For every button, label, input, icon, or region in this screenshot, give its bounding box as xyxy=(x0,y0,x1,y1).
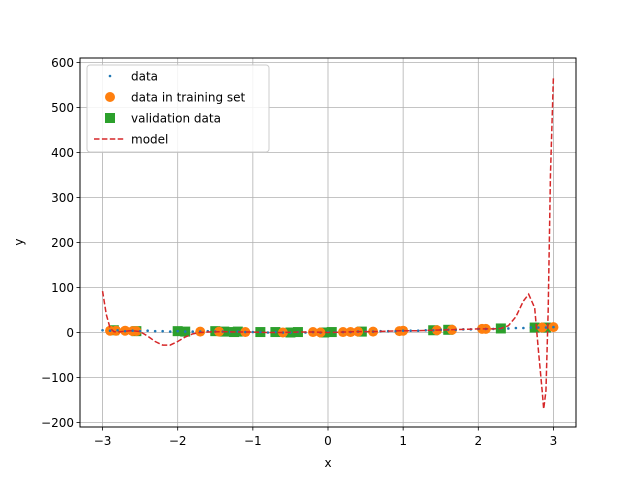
data-point xyxy=(409,329,412,333)
data-point xyxy=(259,330,262,334)
x-tick-label: −3 xyxy=(94,434,112,448)
x-tick-label: 2 xyxy=(474,434,482,448)
data-point xyxy=(131,329,134,333)
data-point xyxy=(168,330,172,333)
x-tick-label: −2 xyxy=(169,434,187,448)
data-point xyxy=(266,331,270,334)
data-point xyxy=(153,329,157,333)
plot-area xyxy=(101,75,559,410)
data-point xyxy=(552,325,555,329)
model-line xyxy=(101,75,555,410)
y-axis-label: y xyxy=(12,238,26,245)
legend-marker-training xyxy=(105,92,115,102)
data-point xyxy=(416,329,420,333)
data-point xyxy=(161,329,164,333)
data-point xyxy=(251,330,255,334)
y-tick-label: 200 xyxy=(51,236,74,250)
y-tick-label: −200 xyxy=(41,416,74,430)
legend-label-validation: validation data xyxy=(131,112,221,126)
y-tick-label: 400 xyxy=(51,146,74,160)
y-tick-label: −100 xyxy=(41,371,74,385)
validation-point xyxy=(529,322,540,333)
data-point xyxy=(507,327,510,330)
validation-point xyxy=(326,327,337,338)
data-point xyxy=(138,329,142,333)
data-point xyxy=(146,329,149,333)
x-tick-label: 1 xyxy=(399,434,407,448)
legend-marker-data xyxy=(108,74,112,78)
data-point xyxy=(123,329,127,333)
legend: data data in training set validation dat… xyxy=(86,64,270,153)
legend-label-model: model xyxy=(131,133,168,147)
y-tick-label: 500 xyxy=(51,101,74,115)
x-axis-label: x xyxy=(324,456,331,470)
x-tick-label: 0 xyxy=(324,434,332,448)
training-point xyxy=(111,325,122,336)
legend-label-data: data xyxy=(131,70,158,84)
y-tick-label: 600 xyxy=(51,56,74,70)
legend-label-training: data in training set xyxy=(131,91,246,105)
x-axis: −3 −2 −1 0 1 2 3 xyxy=(94,427,558,448)
data-point xyxy=(116,328,119,332)
data-point xyxy=(522,326,525,330)
data-point xyxy=(191,330,195,333)
y-tick-label: 300 xyxy=(51,191,74,205)
data-point xyxy=(537,326,540,329)
data-point xyxy=(544,326,548,329)
x-tick-label: −1 xyxy=(244,434,262,448)
y-axis: −200 −100 0 100 200 300 400 500 600 xyxy=(41,56,80,430)
training-point xyxy=(537,322,548,333)
x-tick-label: 3 xyxy=(550,434,558,448)
legend-marker-validation xyxy=(105,113,115,123)
y-tick-label: 100 xyxy=(51,281,74,295)
data-point xyxy=(101,328,104,332)
data-point xyxy=(183,330,187,333)
legend-box xyxy=(86,64,270,153)
data-point xyxy=(514,326,518,330)
y-tick-label: 0 xyxy=(66,326,74,340)
data-point xyxy=(176,329,179,333)
data-point xyxy=(529,326,533,329)
data-point xyxy=(108,329,112,333)
